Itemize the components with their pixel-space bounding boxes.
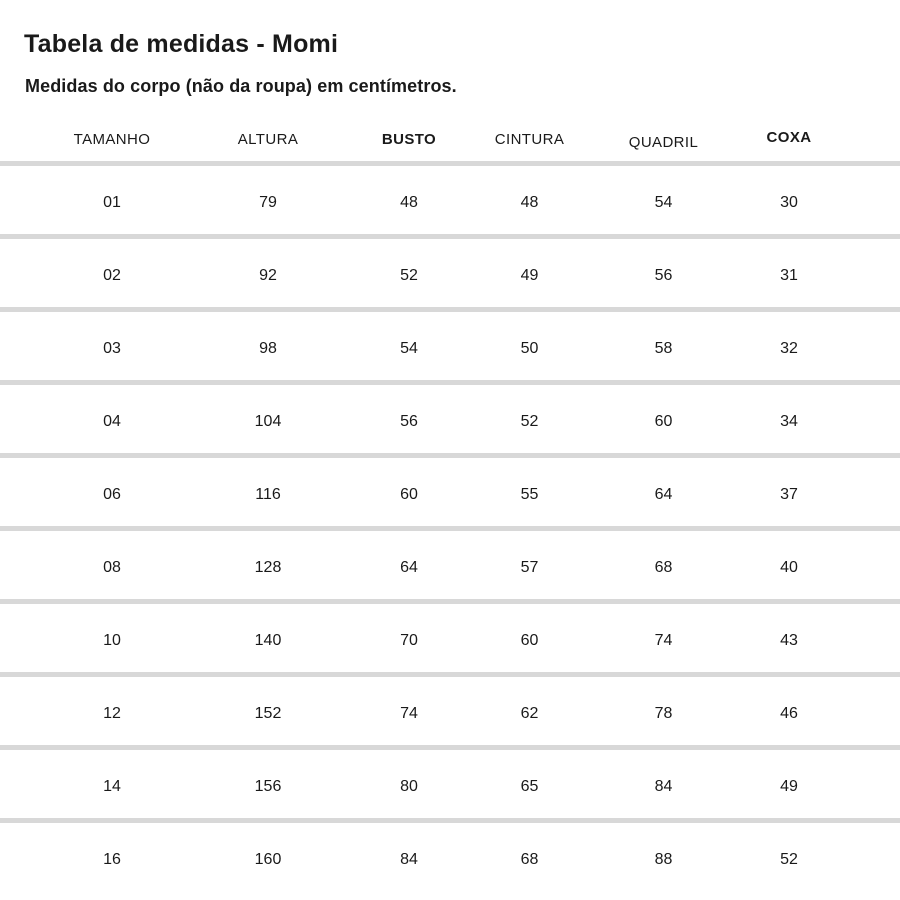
table-row: 04 104 56 52 60 34 — [0, 380, 900, 453]
table-cell: 140 — [254, 632, 282, 649]
table-cell: 54 — [400, 340, 418, 357]
table-cell: 68 — [654, 559, 673, 576]
table-cell: 04 — [103, 413, 121, 430]
table-cell: 84 — [654, 778, 673, 795]
table-cell: 92 — [259, 267, 277, 284]
table-cell: 88 — [654, 851, 673, 868]
table-cell: 52 — [520, 413, 539, 430]
page-subtitle: Medidas do corpo (não da roupa) em centí… — [25, 76, 457, 96]
table-row: 06 116 60 55 64 37 — [0, 453, 900, 526]
table-cell: 160 — [254, 851, 282, 868]
table-row: 01 79 48 48 54 30 — [0, 161, 900, 234]
table-cell: 80 — [400, 778, 418, 795]
column-header-quadril: QUADRIL — [628, 134, 699, 151]
table-cell: 32 — [780, 340, 798, 357]
table-cell: 30 — [780, 194, 798, 211]
table-cell: 55 — [520, 486, 539, 503]
column-header-cintura: CINTURA — [494, 131, 565, 148]
table-cell: 79 — [259, 194, 277, 211]
table-cell: 52 — [400, 267, 418, 284]
table-cell: 16 — [103, 851, 121, 868]
table-cell: 10 — [103, 632, 121, 649]
table-cell: 56 — [400, 413, 418, 430]
table-cell: 31 — [780, 267, 798, 284]
table-cell: 01 — [103, 194, 121, 211]
table-row: 16 160 84 68 88 52 — [0, 818, 900, 891]
table-cell: 54 — [654, 194, 673, 211]
table-cell: 48 — [400, 194, 418, 211]
table-cell: 62 — [520, 705, 539, 722]
table-cell: 03 — [103, 340, 121, 357]
table-cell: 34 — [780, 413, 798, 430]
table-cell: 68 — [520, 851, 539, 868]
table-cell: 70 — [400, 632, 418, 649]
size-table-body: 01 79 48 48 54 30 02 92 52 49 56 31 03 98 54 50 58 32 04 10… — [0, 161, 900, 891]
table-row: 12 152 74 62 78 46 — [0, 672, 900, 745]
table-row: 10 140 70 60 74 43 — [0, 599, 900, 672]
column-header-busto: BUSTO — [381, 131, 437, 148]
table-cell: 64 — [654, 486, 673, 503]
table-cell: 116 — [255, 486, 281, 503]
table-cell: 40 — [780, 559, 798, 576]
table-cell: 152 — [254, 705, 282, 722]
table-cell: 02 — [103, 267, 121, 284]
table-cell: 56 — [654, 267, 673, 284]
table-cell: 60 — [654, 413, 673, 430]
table-cell: 06 — [103, 486, 121, 503]
table-cell: 14 — [103, 778, 121, 795]
table-cell: 50 — [520, 340, 539, 357]
table-cell: 52 — [780, 851, 798, 868]
table-cell: 43 — [780, 632, 798, 649]
table-row: 08 128 64 57 68 40 — [0, 526, 900, 599]
column-header-coxa: COXA — [766, 129, 812, 146]
table-cell: 60 — [520, 632, 539, 649]
size-table-header: TAMANHO ALTURA BUSTO CINTURA QUADRIL COXA — [0, 118, 900, 161]
table-cell: 74 — [400, 705, 418, 722]
table-row: 03 98 54 50 58 32 — [0, 307, 900, 380]
table-cell: 58 — [654, 340, 673, 357]
table-cell: 64 — [400, 559, 418, 576]
size-table: TAMANHO ALTURA BUSTO CINTURA QUADRIL COXA 01 7… — [0, 118, 900, 891]
page-title: Tabela de medidas - Momi — [24, 30, 339, 58]
table-cell: 104 — [254, 413, 282, 430]
column-header-tamanho: TAMANHO — [73, 131, 151, 148]
table-row: 02 92 52 49 56 31 — [0, 234, 900, 307]
table-cell: 60 — [400, 486, 418, 503]
column-header-altura: ALTURA — [237, 131, 299, 148]
table-cell: 48 — [520, 194, 539, 211]
table-cell: 57 — [520, 559, 539, 576]
table-cell: 84 — [400, 851, 418, 868]
table-cell: 49 — [520, 267, 539, 284]
table-cell: 08 — [103, 559, 121, 576]
table-cell: 98 — [259, 340, 277, 357]
table-cell: 12 — [103, 705, 121, 722]
table-cell: 46 — [780, 705, 798, 722]
table-cell: 156 — [254, 778, 282, 795]
table-cell: 78 — [654, 705, 673, 722]
table-row: 14 156 80 65 84 49 — [0, 745, 900, 818]
table-cell: 49 — [780, 778, 798, 795]
table-cell: 128 — [254, 559, 282, 576]
table-cell: 74 — [654, 632, 673, 649]
table-cell: 37 — [780, 486, 798, 503]
table-cell: 65 — [520, 778, 539, 795]
